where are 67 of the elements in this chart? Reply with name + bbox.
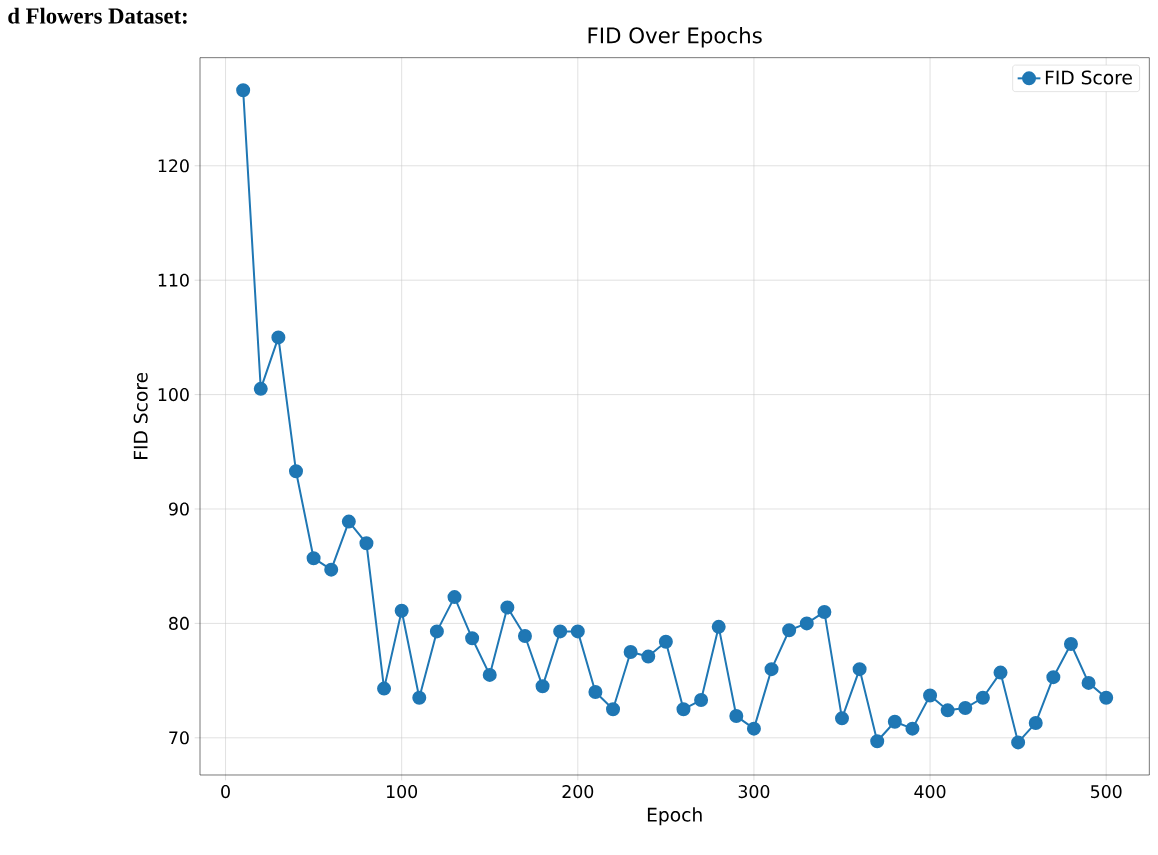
point: [341, 514, 356, 529]
point: [500, 600, 515, 615]
point: [377, 681, 392, 696]
point: [306, 551, 321, 566]
point: [641, 649, 656, 664]
x-tick-label: 0: [221, 785, 230, 799]
point: [1028, 715, 1043, 730]
legend-label: FID Score: [1045, 70, 1132, 85]
point: [799, 616, 814, 631]
point: [834, 711, 849, 726]
point: [236, 83, 251, 98]
y-tick-label: 100: [158, 388, 189, 402]
point: [852, 662, 867, 677]
point: [1011, 735, 1026, 750]
y-tick-label: 110: [158, 273, 189, 287]
point: [482, 667, 497, 682]
point: [870, 734, 885, 749]
point: [588, 685, 603, 700]
point: [1081, 675, 1096, 690]
point: [764, 662, 779, 677]
point: [324, 562, 339, 577]
y-tick-label: 80: [169, 616, 189, 630]
point: [271, 330, 286, 345]
point: [465, 631, 480, 646]
point: [429, 624, 444, 639]
point: [887, 714, 902, 729]
x-tick-label: 100: [387, 785, 418, 799]
chart-title: FID Over Epochs: [588, 26, 762, 48]
point: [394, 603, 409, 618]
y-axis-title: FID Score: [133, 372, 148, 459]
x-tick-label: 300: [738, 785, 770, 799]
point: [1099, 690, 1114, 705]
point: [570, 624, 585, 639]
point: [447, 590, 462, 605]
point: [535, 679, 550, 694]
point: [412, 690, 427, 705]
point: [975, 690, 990, 705]
x-tick-label: 400: [914, 785, 946, 799]
y-tick-label: 90: [168, 502, 189, 516]
point: [289, 464, 303, 479]
point: [623, 645, 638, 659]
point: [746, 721, 761, 736]
point: [940, 703, 955, 718]
point: [993, 665, 1008, 680]
x-tick-label: 500: [1090, 785, 1122, 799]
point: [694, 693, 709, 708]
point: [782, 623, 797, 638]
x-tick-label: 200: [562, 785, 594, 799]
point: [923, 688, 938, 703]
y-tick-label: 120: [158, 159, 189, 173]
point: [1063, 636, 1078, 651]
point: [359, 536, 374, 551]
point: [253, 381, 268, 396]
point: [553, 624, 568, 639]
point: [905, 721, 920, 736]
x-axis-title: Epoch: [647, 807, 702, 826]
y-tick-label: 70: [169, 731, 189, 745]
point: [817, 604, 832, 619]
point: [606, 702, 621, 717]
point: [958, 701, 973, 716]
point: [729, 709, 744, 724]
point: [658, 634, 673, 649]
point: [676, 702, 691, 717]
point: [1046, 670, 1061, 685]
point: [711, 619, 726, 634]
text: d Flowers Dataset:: [8, 7, 187, 24]
point: [517, 628, 532, 643]
